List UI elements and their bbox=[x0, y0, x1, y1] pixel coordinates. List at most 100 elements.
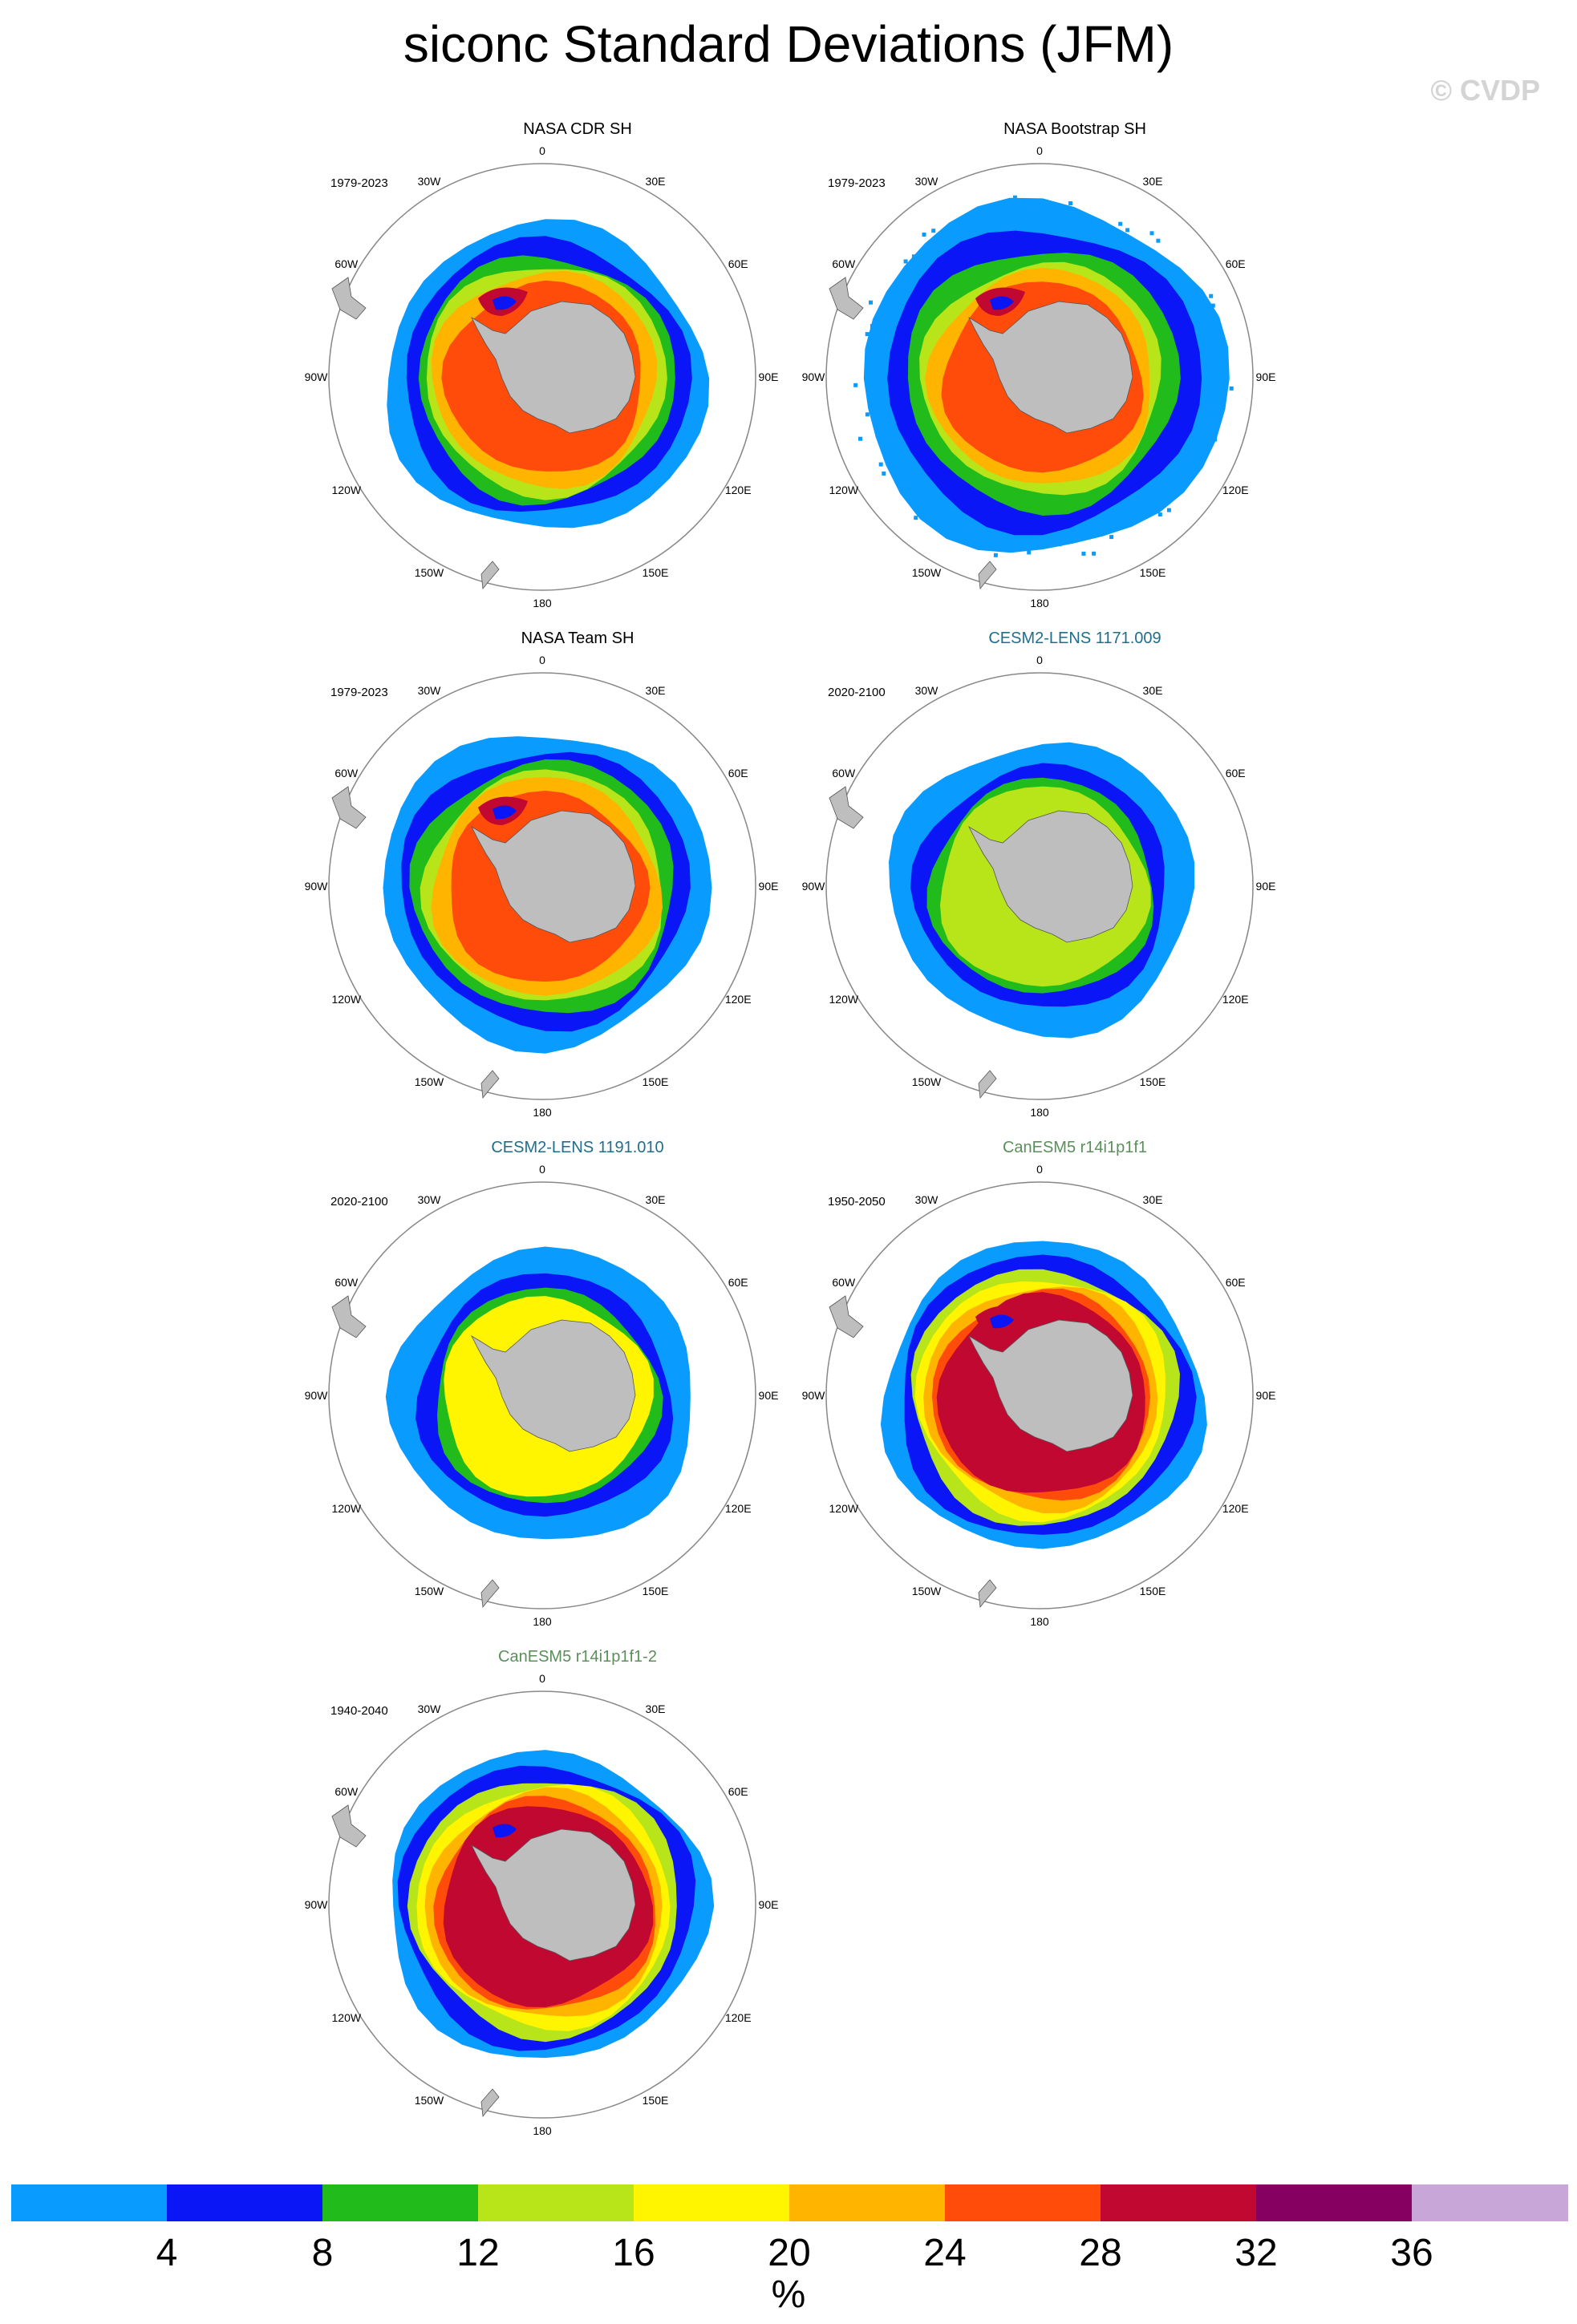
colorbar-segment bbox=[945, 2184, 1101, 2221]
sea-ice-speck bbox=[853, 383, 858, 387]
sea-ice-speck bbox=[931, 229, 936, 233]
sea-ice-speck bbox=[1209, 414, 1214, 419]
sea-ice-speck bbox=[938, 520, 943, 525]
sea-ice-speck bbox=[1188, 280, 1193, 285]
panel-title: CanESM5 r14i1p1f1 bbox=[1002, 1139, 1148, 1156]
longitude-label: 150E bbox=[1140, 566, 1166, 579]
longitude-label: 150E bbox=[1140, 1075, 1166, 1088]
longitude-label: 60E bbox=[728, 257, 748, 270]
south-america-tip bbox=[829, 1295, 864, 1338]
sea-ice-speck bbox=[903, 259, 908, 264]
polar-map: 0 30E 60E 90E 120E 150E 180 150W 120W 90W 60W 30W bbox=[802, 654, 1276, 1119]
sea-ice-speck bbox=[957, 229, 962, 233]
sea-ice-speck bbox=[1182, 480, 1187, 484]
sea-ice-speck bbox=[867, 362, 872, 366]
sea-ice-speck bbox=[1166, 508, 1171, 512]
longitude-label: 30E bbox=[1143, 684, 1163, 697]
panel-title: NASA CDR SH bbox=[523, 120, 632, 138]
longitude-label: 30W bbox=[418, 1703, 442, 1715]
sea-ice-speck bbox=[1007, 217, 1011, 222]
longitude-label: 90W bbox=[305, 370, 329, 383]
sea-ice-speck bbox=[1174, 485, 1179, 490]
longitude-label: 30E bbox=[646, 1703, 666, 1715]
new-zealand bbox=[978, 1579, 997, 1609]
longitude-label: 120E bbox=[725, 484, 752, 496]
colorbar-tick-label: 4 bbox=[156, 2232, 178, 2274]
longitude-label: 60E bbox=[1226, 257, 1246, 270]
sea-ice-speck bbox=[1149, 231, 1154, 236]
sea-ice-speck bbox=[1068, 201, 1073, 205]
map-panel-2: NASA Bootstrap SH 1979-2023 0 30E 60E 90E 120E… bbox=[802, 120, 1332, 642]
longitude-label: 0 bbox=[539, 654, 545, 666]
sea-ice-speck bbox=[993, 553, 998, 557]
longitude-label: 30W bbox=[418, 1193, 442, 1206]
longitude-label: 120W bbox=[829, 1502, 859, 1515]
map-panel-3: NASA Team SH 1979-2023 0 30E 60E 90E 120E 150E 1… bbox=[305, 630, 834, 1151]
south-america-tip bbox=[331, 277, 367, 320]
sea-ice-speck bbox=[865, 412, 870, 417]
longitude-label: 180 bbox=[1030, 597, 1049, 609]
sea-ice-speck bbox=[969, 528, 974, 533]
longitude-label: 90E bbox=[759, 1389, 779, 1402]
polar-map: 0 30E 60E 90E 120E 150E 180 150W 120W 90W 60W 30W bbox=[802, 1163, 1276, 1628]
polar-map: 0 30E 60E 90E 120E 150E 180 150W 120W 90W 60W 30W bbox=[305, 1672, 779, 2137]
sea-ice-speck bbox=[945, 528, 950, 532]
longitude-label: 150E bbox=[643, 1585, 669, 1597]
sea-ice-speck bbox=[1048, 541, 1053, 545]
sea-ice-speck bbox=[882, 438, 886, 443]
sea-ice-speck bbox=[976, 534, 981, 539]
south-america-tip bbox=[829, 786, 864, 829]
longitude-label: 150E bbox=[643, 1075, 669, 1088]
longitude-label: 0 bbox=[1036, 144, 1043, 157]
colorbar-tick-label: 36 bbox=[1390, 2232, 1433, 2274]
sea-ice-speck bbox=[1036, 206, 1041, 211]
colorbar-tick-label: 20 bbox=[768, 2232, 811, 2274]
colorbar-tick-label: 32 bbox=[1234, 2232, 1278, 2274]
panel-title: NASA Team SH bbox=[521, 630, 634, 647]
longitude-label: 90E bbox=[759, 1898, 779, 1911]
longitude-label: 60W bbox=[832, 257, 856, 270]
longitude-label: 90W bbox=[305, 880, 329, 893]
sea-ice-speck bbox=[1109, 535, 1114, 540]
sea-ice-speck bbox=[1209, 294, 1214, 298]
weddell-sea-core bbox=[493, 296, 517, 310]
sea-ice-speck bbox=[858, 436, 862, 441]
weddell-sea-core bbox=[493, 805, 517, 820]
sea-ice-speck bbox=[1012, 195, 1017, 200]
panel-period: 1950-2050 bbox=[828, 1195, 886, 1209]
south-america-tip bbox=[331, 786, 367, 829]
colorbar-tick-label: 16 bbox=[612, 2232, 655, 2274]
sea-ice-speck bbox=[865, 332, 870, 337]
longitude-label: 30E bbox=[646, 175, 666, 188]
sea-ice-speck bbox=[871, 354, 876, 358]
sea-ice-speck bbox=[1229, 386, 1234, 391]
sea-ice-speck bbox=[869, 300, 873, 305]
longitude-label: 30E bbox=[646, 1193, 666, 1206]
sea-ice-speck bbox=[1094, 223, 1099, 228]
longitude-label: 90W bbox=[802, 1389, 826, 1402]
antarctica-landmass bbox=[471, 1319, 636, 1452]
longitude-label: 30W bbox=[418, 175, 442, 188]
longitude-label: 150E bbox=[643, 2094, 669, 2107]
longitude-label: 180 bbox=[533, 597, 552, 609]
longitude-label: 150W bbox=[415, 566, 444, 579]
watermark: © CVDP bbox=[1430, 74, 1540, 107]
map-panel-1: NASA CDR SH 1979-2023 0 30E 60E 90E 120E 150E 18… bbox=[305, 120, 834, 642]
sea-ice-speck bbox=[1210, 303, 1215, 308]
colorbar-tick-label: 28 bbox=[1079, 2232, 1122, 2274]
polar-map: 0 30E 60E 90E 120E 150E 180 150W 120W 90W 60W 30W bbox=[305, 144, 779, 609]
sea-ice-speck bbox=[1157, 512, 1162, 517]
new-zealand bbox=[480, 1070, 500, 1099]
longitude-label: 0 bbox=[539, 1672, 545, 1685]
sea-ice-speck bbox=[1092, 551, 1097, 556]
sea-ice-speck bbox=[1207, 445, 1211, 450]
sea-ice-speck bbox=[1081, 551, 1086, 556]
longitude-label: 120E bbox=[1222, 484, 1249, 496]
polar-map: 0 30E 60E 90E 120E 150E 180 150W 120W 90W 60W 30W bbox=[305, 1163, 779, 1628]
longitude-label: 120W bbox=[829, 993, 859, 1006]
longitude-label: 150W bbox=[912, 1075, 942, 1088]
sea-ice-speck bbox=[902, 483, 907, 488]
colorbar-segment bbox=[1256, 2184, 1413, 2221]
weddell-sea-core bbox=[493, 1824, 517, 1838]
panel-period: 1979-2023 bbox=[828, 176, 886, 190]
